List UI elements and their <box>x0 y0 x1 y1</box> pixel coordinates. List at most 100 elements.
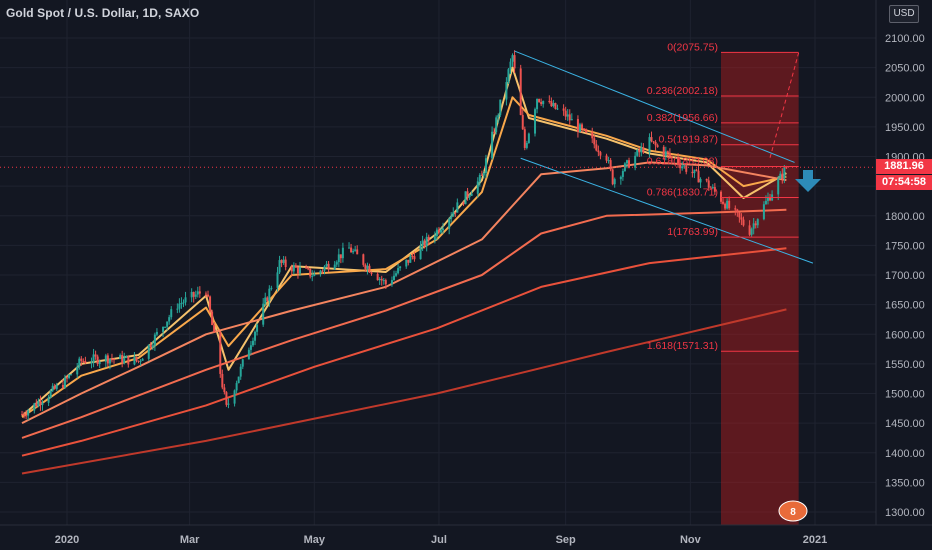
candle-body <box>656 145 659 147</box>
candle-body <box>366 265 369 269</box>
candle-body <box>227 403 230 405</box>
candle-body <box>384 280 387 285</box>
y-tick-label: 1750.00 <box>885 240 925 252</box>
candle-body <box>519 68 522 116</box>
candle-body <box>296 267 299 274</box>
fib-zone <box>720 52 799 525</box>
candle-body <box>448 218 451 229</box>
candle-body <box>333 264 336 270</box>
channel[interactable] <box>514 50 814 264</box>
candle-body <box>270 287 273 289</box>
candle-body <box>339 254 342 259</box>
candle-body <box>225 392 228 405</box>
candle-body <box>249 345 252 350</box>
fib-level-label: 0.382(1956.66) <box>647 112 718 124</box>
candle-body <box>119 355 122 360</box>
currency-button[interactable]: USD <box>889 5 919 23</box>
candle-body <box>493 131 496 133</box>
candle-body <box>578 124 581 132</box>
candle-body <box>266 297 269 302</box>
candle-body <box>162 326 165 332</box>
candle-body <box>362 254 365 265</box>
y-tick-label: 2000.00 <box>885 92 925 104</box>
channel-lower-line[interactable] <box>520 157 814 264</box>
candle-body <box>180 302 183 304</box>
y-tick-label: 1800.00 <box>885 211 925 223</box>
candle-body <box>748 225 751 235</box>
candle-body <box>619 176 622 180</box>
candle-body <box>505 82 508 100</box>
candle-body <box>650 137 653 142</box>
candle-body <box>419 245 422 260</box>
x-tick-label: Sep <box>556 534 576 546</box>
y-tick-label: 1400.00 <box>885 448 925 460</box>
candle-body <box>47 397 50 403</box>
candle-body <box>235 383 238 391</box>
candle-body <box>325 263 328 267</box>
y-tick-label: 1300.00 <box>885 507 925 519</box>
candle-body <box>570 119 573 121</box>
candle-body <box>654 141 657 146</box>
down-arrow-icon <box>795 170 821 192</box>
candle-body <box>35 403 38 407</box>
y-tick-label: 1950.00 <box>885 122 925 134</box>
candle-body <box>564 110 567 117</box>
y-tick-label: 1650.00 <box>885 300 925 312</box>
candle-body <box>96 356 99 365</box>
candle-body <box>352 250 355 253</box>
chart-title: Gold Spot / U.S. Dollar, 1D, SAXO <box>6 6 200 20</box>
candle-body <box>766 197 769 201</box>
candle-body <box>621 171 624 177</box>
candle-body <box>548 100 551 102</box>
candle-body <box>94 354 97 357</box>
candle-body <box>478 174 481 182</box>
candle-body <box>305 267 308 269</box>
candle-body <box>742 219 745 226</box>
candle-body <box>139 360 142 362</box>
candle-body <box>354 249 357 251</box>
candle-body <box>677 157 680 165</box>
candle-body <box>247 349 250 360</box>
candle-body <box>664 151 667 156</box>
candle-body <box>685 165 688 172</box>
channel-upper-line[interactable] <box>514 50 795 163</box>
candle-body <box>198 291 201 294</box>
fib-level-label: 0(2075.75) <box>667 41 718 53</box>
candle-body <box>779 173 782 179</box>
x-tick-label: Jul <box>431 534 447 546</box>
candle-body <box>691 171 694 174</box>
candle-body <box>104 355 107 362</box>
candle-body <box>597 150 600 153</box>
candle-body <box>550 101 553 107</box>
candle-body <box>321 270 324 272</box>
candle-body <box>482 173 485 176</box>
candle-body <box>435 229 438 237</box>
candle-body <box>433 236 436 241</box>
candle-body <box>440 230 442 233</box>
candle-body <box>151 345 154 348</box>
candle-body <box>713 187 716 192</box>
x-tick-label: 2021 <box>803 534 827 546</box>
candle-body <box>135 357 138 361</box>
candle-body <box>605 155 608 161</box>
y-tick-label: 1450.00 <box>885 418 925 430</box>
candle-body <box>364 264 367 269</box>
x-tick-label: May <box>304 534 326 546</box>
candle-body <box>462 202 465 205</box>
candle-body <box>540 101 543 105</box>
candle-body <box>280 260 283 263</box>
candle-body <box>137 360 140 362</box>
candle-body <box>736 209 739 213</box>
candle-body <box>754 223 757 226</box>
candle-body <box>327 263 330 270</box>
candle-body <box>90 362 93 364</box>
candle-body <box>61 384 64 388</box>
fib-level-label: 0.786(1830.71) <box>647 187 718 199</box>
candle-body <box>470 193 473 196</box>
candle-body <box>719 191 722 202</box>
candle-body <box>166 321 169 327</box>
candle-body <box>527 133 530 143</box>
candle-body <box>783 167 786 179</box>
